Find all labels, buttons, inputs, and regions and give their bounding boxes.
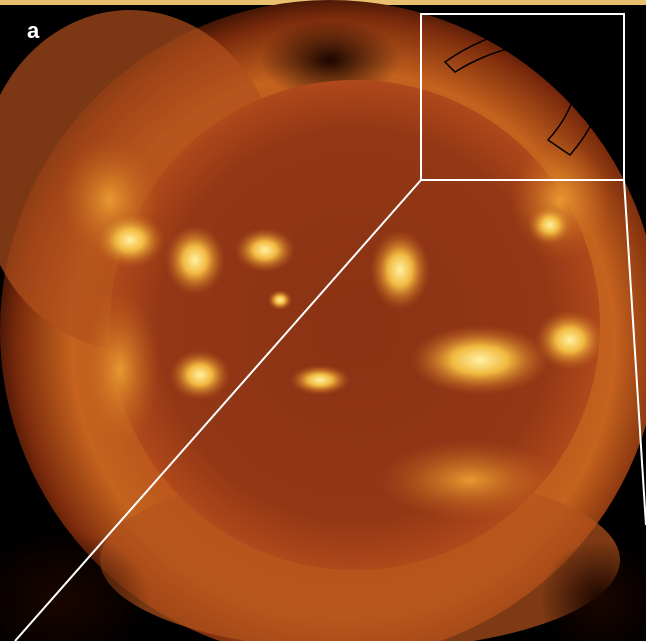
active-region [370, 230, 430, 310]
active-region [170, 350, 230, 400]
active-region [268, 290, 292, 310]
active-region [95, 212, 165, 268]
active-region [410, 325, 550, 395]
active-region [528, 205, 572, 245]
active-region [165, 225, 225, 295]
active-region [235, 228, 295, 272]
panel-label: a [27, 18, 40, 43]
solar-image: a [0, 0, 646, 641]
active-region [290, 365, 350, 395]
active-region [535, 310, 605, 370]
limb-bright [80, 290, 160, 450]
limb-bright [380, 440, 560, 520]
figure: a [0, 0, 646, 641]
